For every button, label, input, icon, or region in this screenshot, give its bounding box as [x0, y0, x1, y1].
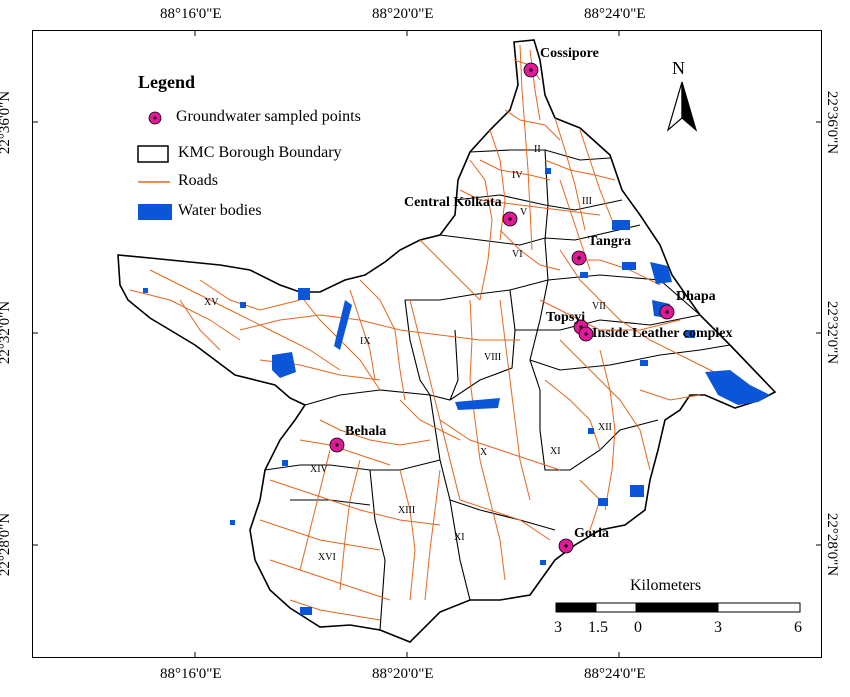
road-network	[129, 44, 731, 621]
site-label-leather-complex: Inside Leather complex	[592, 326, 733, 341]
site-label-topsyi: Topsyi	[546, 310, 586, 325]
ward-label-vii: VII	[592, 301, 606, 312]
site-label-behala: Behala	[345, 424, 387, 439]
sample-point-behala	[329, 437, 345, 453]
site-label-tangra: Tangra	[588, 234, 632, 249]
coord-bottom-1: 88°16'0"E	[160, 666, 222, 682]
ward-label-xvi: XVI	[318, 552, 336, 563]
kmc-outline	[117, 39, 777, 643]
sample-points	[329, 62, 675, 554]
coord-bottom-3: 88°24'0"E	[584, 666, 646, 682]
site-label-central-kolkata: Central Kolkata	[404, 195, 502, 210]
legend-item-boundary: KMC Borough Boundary	[178, 144, 342, 162]
ward-label-xi-south: XI	[454, 532, 465, 543]
ward-label-ix: IX	[360, 336, 371, 347]
legend-title: Legend	[138, 72, 196, 92]
ward-label-v: V	[520, 207, 528, 218]
coord-top-2: 88°20'0"E	[372, 6, 434, 22]
frame-ticks	[32, 30, 822, 658]
sample-point-dhapa	[659, 304, 675, 320]
scale-bar	[555, 602, 801, 613]
ward-label-viii: VIII	[484, 352, 502, 363]
legend-item-sample-points: Groundwater sampled points	[176, 108, 361, 126]
ward-label-xii: XII	[598, 422, 612, 433]
ward-label-ii: II	[534, 144, 541, 155]
legend-label-roads: Roads	[178, 172, 218, 189]
scale-tick-6: 6	[794, 619, 802, 636]
sample-point-leather-complex	[578, 326, 594, 342]
legend-item-water: Water bodies	[178, 202, 262, 220]
scale-tick-0: 0	[634, 619, 642, 636]
coord-top-1: 88°16'0"E	[160, 6, 222, 22]
ward-label-xv: XV	[204, 297, 219, 308]
ward-label-x: X	[480, 447, 488, 458]
sample-point-goria	[558, 538, 574, 554]
legend-label-water: Water bodies	[178, 202, 262, 219]
legend-symbols	[137, 111, 172, 220]
legend-label-boundary: KMC Borough Boundary	[178, 144, 342, 161]
ward-label-xi-east: XI	[550, 446, 561, 457]
scale-tick-3-left: 3	[554, 619, 562, 636]
sample-point-cossipore	[523, 62, 539, 78]
scale-tick-3: 3	[714, 619, 722, 636]
water-bodies	[143, 168, 770, 615]
site-label-cossipore: Cossipore	[540, 46, 599, 61]
north-label: N	[672, 58, 685, 78]
north-arrow	[666, 81, 698, 132]
sample-point-central-kolkata	[502, 211, 518, 227]
ward-label-xiv: XIV	[310, 464, 328, 475]
site-label-dhapa: Dhapa	[676, 289, 716, 304]
ward-label-iii: III	[582, 196, 592, 207]
ward-label-iv: IV	[512, 170, 523, 181]
sample-point-tangra	[571, 250, 587, 266]
ward-label-xiii: XIII	[398, 505, 416, 516]
legend-item-roads: Roads	[178, 172, 218, 190]
coord-bottom-2: 88°20'0"E	[372, 666, 434, 682]
coord-top-3: 88°24'0"E	[584, 6, 646, 22]
legend-label-sample-points: Groundwater sampled points	[176, 108, 361, 125]
site-label-goria: Goria	[574, 526, 609, 541]
scale-tick-1-5: 1.5	[588, 619, 608, 636]
ward-label-vi: VI	[512, 249, 523, 260]
scale-title: Kilometers	[630, 577, 702, 594]
